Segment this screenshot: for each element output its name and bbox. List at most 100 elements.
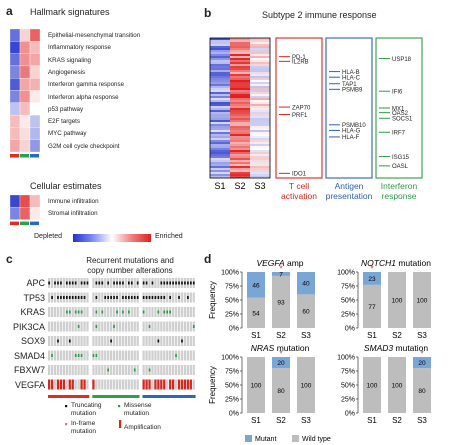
- chart-title-rest: mutation: [396, 258, 431, 268]
- heatmap-cell: [210, 50, 230, 53]
- oncoprint-cell: [59, 336, 63, 346]
- y-tick-label: 75%: [225, 369, 239, 376]
- legend-wildtype-label: Wild type: [302, 436, 331, 443]
- hallmark-cell: [9, 90, 21, 103]
- wildtype-value-label: 54: [252, 310, 260, 317]
- subtype-bar-1: [48, 395, 90, 398]
- oncoprint-cell: [74, 379, 77, 390]
- subtype-bar-3: [30, 221, 39, 226]
- y-tick-label: 100%: [221, 270, 239, 277]
- heatmap-cell: [210, 142, 230, 145]
- oncoprint-cell: [174, 321, 178, 332]
- oncoprint-cell: [115, 350, 119, 361]
- truncating-mark: [60, 296, 62, 299]
- amplification-mark: [145, 379, 148, 390]
- oncoprint-cell: [151, 307, 154, 317]
- truncating-mark: [66, 296, 68, 299]
- truncating-mark: [172, 281, 174, 285]
- missense-mark: [92, 354, 95, 357]
- legend-wildtype-swatch: [292, 435, 299, 442]
- heatmap-cell: [250, 134, 270, 137]
- truncating-mark: [95, 296, 98, 299]
- oncoprint-cell: [110, 379, 113, 390]
- wildtype-bar: [247, 357, 265, 413]
- truncating-mark: [113, 296, 115, 299]
- heatmap-cell: [250, 68, 270, 71]
- truncating-mark: [142, 296, 145, 299]
- truncating-mark: [83, 296, 86, 299]
- hallmark-row-label: E2F targets: [48, 118, 80, 126]
- missense-mark: [133, 368, 136, 372]
- mutant-bar: [413, 357, 431, 369]
- heatmap-cell: [250, 148, 270, 151]
- oncoprint-cell: [118, 350, 122, 361]
- oncoprint-cell: [166, 350, 169, 361]
- oncoprint-cell: [110, 307, 113, 317]
- chart-title: SMAD3 mutation: [364, 343, 429, 353]
- missense-mark: [95, 310, 98, 314]
- oncoprint-cell: [92, 292, 95, 303]
- truncating-mark: [145, 281, 148, 285]
- truncating-mark: [95, 281, 98, 285]
- category-label: S3: [417, 416, 427, 425]
- heatmap-cell: [250, 62, 270, 65]
- oncoprint-legend-label: In-frame mutation: [71, 420, 96, 435]
- hallmark-cell: [19, 114, 31, 128]
- oncoprint-cell: [62, 307, 65, 317]
- heatmap-cell: [250, 162, 270, 165]
- oncoprint-cell: [121, 321, 125, 332]
- heatmap-cell: [250, 142, 270, 145]
- cellular-title: Cellular estimates: [30, 181, 102, 191]
- y-tick-label: 25%: [341, 312, 355, 319]
- hallmark-cell: [29, 102, 41, 116]
- wildtype-value-label: 100: [417, 298, 428, 305]
- heatmap-cell: [250, 70, 270, 73]
- oncoprint-cell: [98, 336, 101, 346]
- heatmap-cell: [250, 110, 270, 113]
- oncoprint-cell: [127, 350, 130, 361]
- column-label: S2: [234, 181, 245, 191]
- oncoprint-cell: [142, 336, 145, 346]
- oncoprint-cell: [110, 350, 113, 361]
- oncoprint-cell: [180, 350, 184, 361]
- truncating-mark: [110, 339, 112, 343]
- heatmap-cell: [210, 88, 230, 91]
- heatmap-cell: [210, 66, 230, 69]
- missense-mark: [175, 354, 177, 357]
- truncating-mark: [48, 281, 50, 285]
- oncoprint-cell: [151, 379, 154, 390]
- heatmap-cell: [250, 78, 270, 81]
- oncoprint-cell: [118, 292, 122, 303]
- mutant-value-label: 46: [252, 282, 260, 289]
- wildtype-bar: [272, 275, 290, 328]
- oncoprint-cell: [157, 278, 160, 288]
- heatmap-cell: [230, 134, 250, 137]
- heatmap-cell: [230, 102, 250, 105]
- hallmark-row-label: Epithelial-mesenchymal transition: [48, 32, 141, 39]
- oncoprint-cell: [59, 350, 63, 361]
- gene-set-title: response: [382, 191, 417, 201]
- heatmap-cell: [210, 70, 230, 73]
- chart-title: VEGFA amp: [256, 258, 303, 268]
- heatmap-cell: [250, 98, 270, 101]
- hallmark-cell: [19, 28, 31, 42]
- heatmap-cell: [230, 110, 250, 113]
- heatmap-cell: [230, 118, 250, 121]
- amplification-mark: [142, 379, 145, 390]
- oncoprint-cell: [169, 321, 172, 332]
- oncoprint-gene-label: SOX9: [20, 336, 45, 346]
- oncoprint-cell: [121, 379, 125, 390]
- heatmap-cell: [210, 38, 230, 41]
- chart-title-gene: NRAS: [251, 343, 275, 353]
- oncoprint-cell: [50, 321, 54, 332]
- truncating-mark: [86, 281, 89, 285]
- oncoprint-cell: [98, 307, 101, 317]
- gene-label: IDO1: [292, 172, 307, 178]
- oncoprint-cell: [101, 379, 104, 390]
- oncoprint-cell: [183, 307, 187, 317]
- heatmap-cell: [230, 74, 250, 77]
- cellular-row-label: Stromal infiltration: [48, 210, 98, 218]
- gene-set-title: activation: [281, 191, 317, 201]
- truncating-mark: [160, 296, 163, 299]
- oncoprint-cell: [50, 365, 54, 375]
